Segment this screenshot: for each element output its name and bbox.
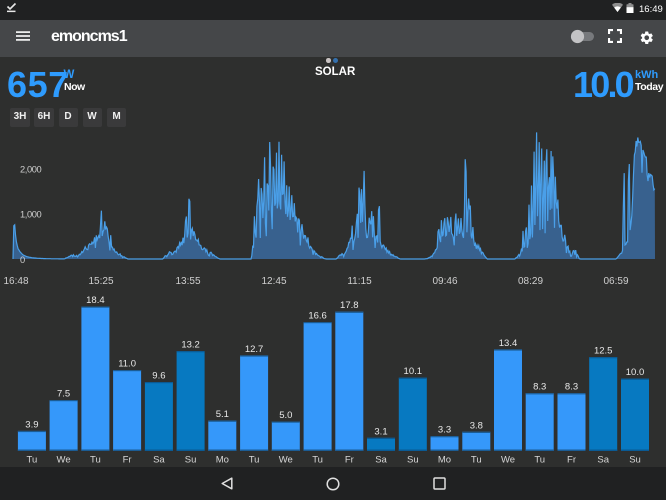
svg-text:Fr: Fr — [567, 455, 576, 466]
svg-text:Su: Su — [407, 455, 419, 466]
svg-text:12.5: 12.5 — [594, 346, 613, 357]
svg-text:We: We — [501, 455, 515, 466]
svg-text:12:45: 12:45 — [261, 276, 286, 285]
svg-text:5.0: 5.0 — [279, 410, 292, 421]
svg-text:Sa: Sa — [375, 455, 387, 466]
svg-text:17.8: 17.8 — [340, 300, 359, 311]
svg-text:13.4: 13.4 — [499, 338, 518, 349]
svg-text:5.1: 5.1 — [216, 409, 229, 420]
svg-text:Fr: Fr — [345, 455, 354, 466]
svg-text:3.9: 3.9 — [25, 419, 38, 430]
svg-text:2,000: 2,000 — [20, 165, 41, 175]
svg-text:Tu: Tu — [534, 455, 545, 466]
svg-text:Sa: Sa — [597, 455, 609, 466]
svg-text:10.1: 10.1 — [404, 366, 423, 377]
svg-text:7.5: 7.5 — [57, 389, 70, 400]
svg-text:11.0: 11.0 — [118, 359, 136, 370]
svg-text:0: 0 — [20, 255, 25, 265]
svg-text:15:25: 15:25 — [88, 276, 113, 285]
svg-text:09:46: 09:46 — [432, 276, 457, 285]
svg-text:We: We — [57, 455, 71, 466]
svg-text:We: We — [279, 455, 293, 466]
svg-text:13:55: 13:55 — [175, 276, 200, 285]
svg-text:Mo: Mo — [438, 455, 451, 466]
svg-text:Tu: Tu — [249, 455, 260, 466]
svg-text:Su: Su — [629, 455, 641, 466]
svg-text:Tu: Tu — [27, 455, 38, 466]
svg-text:18.4: 18.4 — [86, 295, 105, 306]
svg-text:3.8: 3.8 — [470, 420, 483, 431]
svg-text:3.1: 3.1 — [374, 426, 387, 437]
svg-text:Tu: Tu — [90, 455, 101, 466]
svg-text:3.3: 3.3 — [438, 425, 451, 436]
svg-text:16:48: 16:48 — [3, 276, 28, 285]
svg-text:Tu: Tu — [312, 455, 323, 466]
svg-text:16.6: 16.6 — [308, 311, 327, 322]
svg-text:06:59: 06:59 — [603, 276, 628, 285]
svg-text:Mo: Mo — [216, 455, 229, 466]
svg-text:11:15: 11:15 — [347, 276, 372, 285]
svg-text:Fr: Fr — [123, 455, 132, 466]
svg-text:13.2: 13.2 — [181, 340, 200, 351]
svg-text:10.0: 10.0 — [626, 367, 645, 378]
svg-text:Sa: Sa — [153, 455, 165, 466]
svg-text:08:29: 08:29 — [518, 276, 543, 285]
svg-text:12.7: 12.7 — [245, 344, 264, 355]
svg-text:8.3: 8.3 — [565, 382, 578, 393]
svg-text:Tu: Tu — [471, 455, 482, 466]
svg-text:8.3: 8.3 — [533, 382, 546, 393]
svg-text:Su: Su — [185, 455, 197, 466]
svg-text:9.6: 9.6 — [152, 371, 165, 382]
svg-text:1,000: 1,000 — [20, 210, 41, 220]
